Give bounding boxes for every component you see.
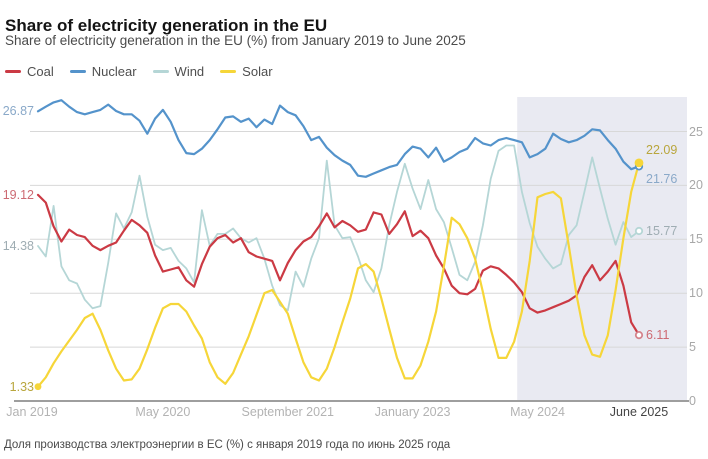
legend-label-wind: Wind bbox=[174, 64, 205, 79]
y-axis-tick-25: 25 bbox=[689, 124, 703, 139]
x-axis-tick: January 2023 bbox=[374, 405, 451, 419]
legend-item-nuclear: Nuclear bbox=[69, 64, 137, 79]
solar-start-value: 1.33 bbox=[9, 379, 34, 394]
legend: Coal Nuclear Wind Solar bbox=[5, 64, 273, 79]
legend-item-solar: Solar bbox=[220, 64, 273, 79]
x-axis-tick: June 2025 bbox=[609, 405, 669, 419]
x-axis-tick: Jan 2019 bbox=[6, 405, 58, 419]
wind-start-value: 14.38 bbox=[2, 238, 34, 253]
chart-subtitle: Share of electricity generation in the E… bbox=[5, 33, 466, 48]
coal-start-value: 19.12 bbox=[2, 187, 34, 202]
x-axis-tick: May 2020 bbox=[135, 405, 191, 419]
legend-item-wind: Wind bbox=[152, 64, 205, 79]
y-axis-tick-5: 5 bbox=[689, 340, 696, 355]
y-axis-tick-20: 20 bbox=[689, 178, 703, 193]
wind-end-value: 15.77 bbox=[646, 223, 678, 238]
solar-end-value: 22.09 bbox=[646, 142, 678, 157]
solar-line-swatch-icon bbox=[220, 70, 237, 73]
y-axis-tick-10: 10 bbox=[689, 286, 703, 301]
chart-caption-ru: Доля производства электроэнергии в ЕС (%… bbox=[4, 439, 451, 451]
y-axis-tick-15: 15 bbox=[689, 232, 703, 247]
nuclear-line-swatch-icon bbox=[69, 70, 86, 73]
nuclear-end-value: 21.76 bbox=[646, 172, 678, 187]
coal-end-value: 6.11 bbox=[646, 328, 670, 343]
coal-line-swatch-icon bbox=[5, 70, 21, 73]
x-axis-tick: September 2021 bbox=[241, 405, 334, 419]
legend-label-solar: Solar bbox=[242, 64, 273, 79]
wind-line-swatch-icon bbox=[152, 70, 169, 73]
legend-label-coal: Coal bbox=[27, 64, 54, 79]
y-axis-tick-0: 0 bbox=[689, 394, 696, 408]
legend-label-nuclear: Nuclear bbox=[91, 64, 137, 79]
nuclear-start-value: 26.87 bbox=[2, 104, 34, 119]
x-axis-tick: May 2024 bbox=[510, 405, 565, 419]
page-title: Share of electricity generation in the E… bbox=[5, 16, 328, 36]
legend-item-coal: Coal bbox=[5, 64, 54, 79]
